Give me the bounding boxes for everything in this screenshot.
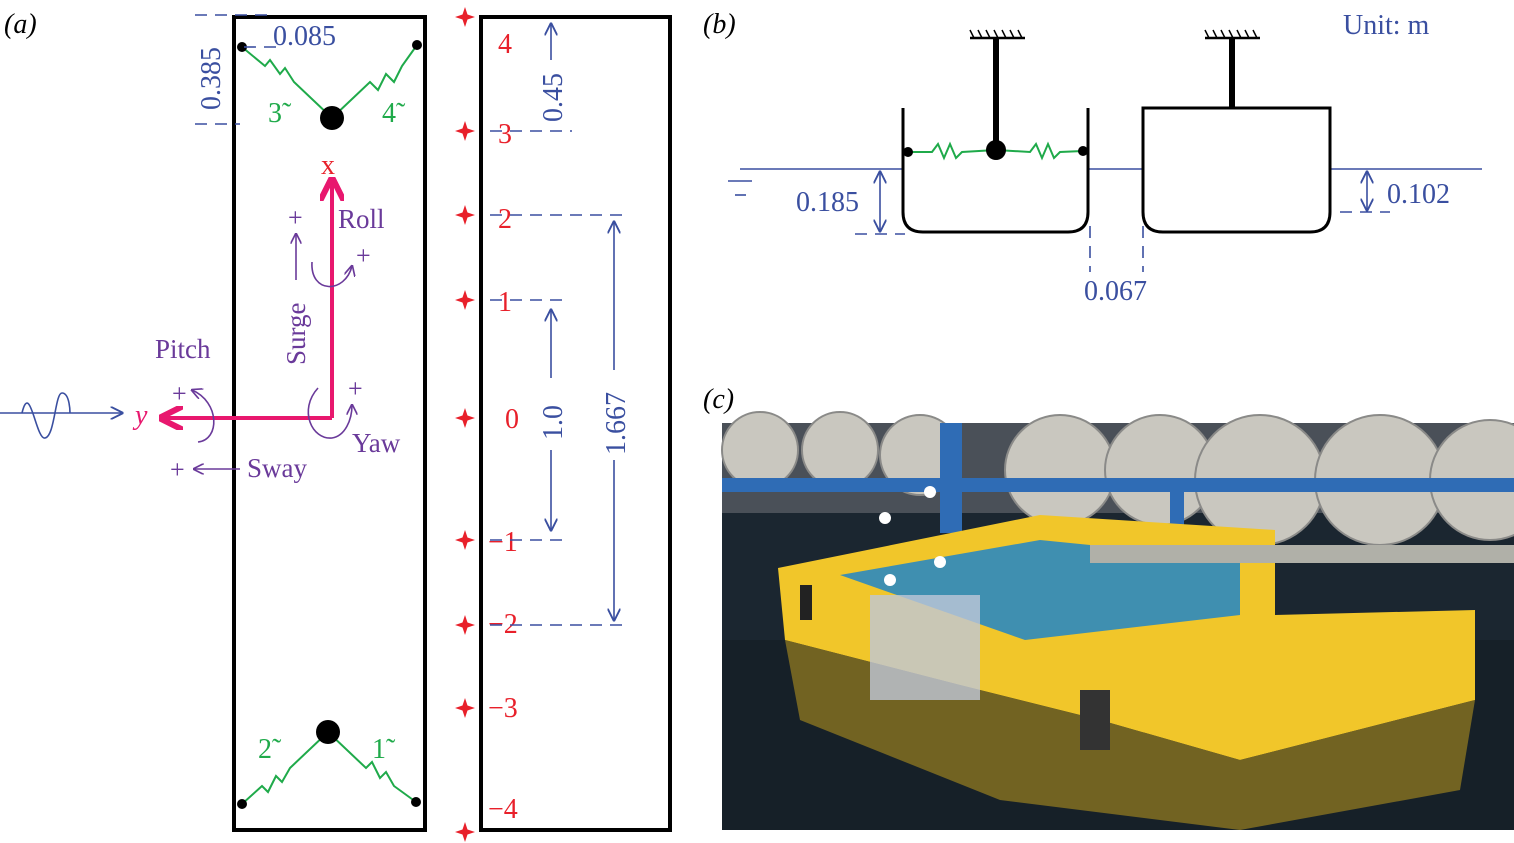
gauge-label: 3 [498, 119, 512, 150]
yaw-label: Yaw [352, 428, 401, 458]
panel-label-c: (c) [703, 384, 734, 415]
water-line [728, 168, 1482, 196]
gauge-label: −4 [488, 794, 518, 825]
experiment-photo [721, 411, 1514, 830]
dim-0185: 0.185 [796, 187, 859, 218]
panel-label-a: (a) [4, 9, 37, 40]
dim-045: 0.45 [538, 73, 569, 122]
spring-label: 3̃ [268, 98, 292, 129]
dim-1667: 1.667 [601, 392, 632, 455]
plus-sign: + [356, 241, 371, 270]
dim-0085: 0.085 [273, 21, 336, 52]
x-axis-label: x [321, 150, 335, 181]
dim-0067: 0.067 [1084, 276, 1147, 307]
tank-section [901, 108, 1090, 234]
spring-label: 2̃ [258, 734, 282, 765]
spring-label: 4̃ [382, 98, 406, 129]
plan-view-right-box [479, 15, 672, 832]
panel-b: (b) Unit: m 0.185 0.102 0.067 [703, 9, 1482, 307]
plus-sign: + [172, 379, 187, 408]
wave-gauges: 4 3 2 1 0 −1 −2 −3 −4 [455, 7, 519, 842]
gauge-label: 0 [505, 404, 519, 435]
plus-sign: + [348, 374, 363, 403]
plus-sign: + [170, 455, 185, 484]
plan-view-left-box [232, 15, 427, 832]
springs-top [237, 40, 422, 130]
box-section [1141, 106, 1332, 234]
gauge-label: 1 [498, 287, 512, 318]
gauge-label: 2 [498, 204, 512, 235]
mass-ball-bottom [316, 720, 340, 744]
panel-c: (c) [703, 384, 1514, 830]
motion-labels: Roll + + Surge Pitch + + Yaw + Sway [155, 203, 401, 484]
surge-label: Surge [281, 302, 311, 365]
pendulum-mass [986, 140, 1006, 160]
dim-0385: 0.385 [196, 47, 227, 110]
spring-label: 1̃ [372, 734, 396, 765]
gauge-label: −1 [488, 527, 518, 558]
panel-label-b: (b) [703, 9, 736, 40]
plus-sign: + [288, 203, 303, 232]
gauge-label: −3 [488, 693, 518, 724]
y-axis-label: y [132, 400, 148, 431]
pitch-label: Pitch [155, 334, 211, 364]
gauge-label: 4 [498, 29, 512, 60]
dim-0102: 0.102 [1387, 179, 1450, 210]
mass-ball-top [320, 106, 344, 130]
incident-wave-icon [0, 392, 122, 439]
roll-label: Roll [338, 204, 385, 234]
dim-10: 1.0 [538, 405, 569, 440]
sway-label: Sway [247, 453, 307, 483]
panel-a: (a) 3̃ 4̃ 2̃ 1̃ 0.385 0.085 x y [0, 7, 672, 842]
unit-label: Unit: m [1343, 10, 1430, 41]
springs-bottom [237, 720, 421, 809]
